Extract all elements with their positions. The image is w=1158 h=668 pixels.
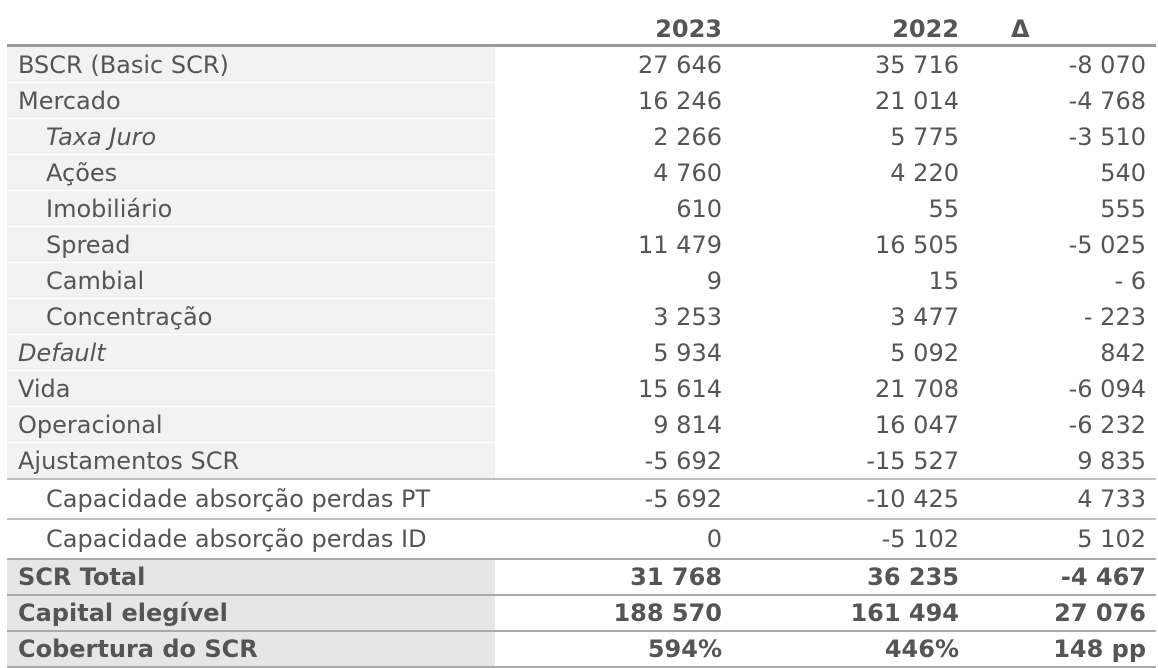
value-2022: -15 527	[732, 442, 969, 480]
row-label: Concentração	[7, 298, 495, 335]
row-label: Taxa Juro	[7, 118, 495, 155]
value-2022: 446%	[732, 631, 969, 668]
header-label	[7, 6, 495, 47]
row-label: Capital elegível	[7, 595, 495, 632]
row-label: Imobiliário	[7, 190, 495, 227]
table-row: BSCR (Basic SCR) 27 646 35 716 -8 070	[7, 45, 1156, 83]
header-year-2023: 2023	[495, 6, 732, 47]
value-2022: 4 220	[732, 154, 969, 191]
row-label: Capacidade absorção perdas PT	[7, 478, 495, 519]
value-2022: 21 014	[732, 82, 969, 119]
value-2023: 2 266	[495, 118, 732, 155]
value-2022: -5 102	[732, 518, 969, 559]
row-label: Ajustamentos SCR	[7, 442, 495, 480]
table-row: Ações 4 760 4 220 540	[7, 154, 1156, 191]
value-2022: 36 235	[732, 558, 969, 596]
table-row: Capacidade absorção perdas PT -5 692 -10…	[7, 478, 1156, 519]
table-row: Ajustamentos SCR -5 692 -15 527 9 835	[7, 442, 1156, 480]
value-delta: - 223	[969, 298, 1156, 335]
value-delta: 5 102	[969, 518, 1156, 559]
table-row: Concentração 3 253 3 477 - 223	[7, 298, 1156, 335]
row-label: Default	[7, 334, 495, 371]
row-label: Spread	[7, 226, 495, 263]
row-label: Cambial	[7, 262, 495, 299]
value-2023: 594%	[495, 631, 732, 668]
scr-table: 2023 2022 Δ BSCR (Basic SCR) 27 646 35 7…	[7, 6, 1156, 668]
value-2022: 5 775	[732, 118, 969, 155]
value-2023: 0	[495, 518, 732, 559]
value-delta: 148 pp	[969, 631, 1156, 668]
value-delta: -3 510	[969, 118, 1156, 155]
total-row: Cobertura do SCR 594% 446% 148 pp	[7, 631, 1156, 668]
table-row: Spread 11 479 16 505 -5 025	[7, 226, 1156, 263]
value-2023: 4 760	[495, 154, 732, 191]
row-label: SCR Total	[7, 558, 495, 596]
header-delta: Δ	[969, 6, 1156, 47]
row-label: Ações	[7, 154, 495, 191]
row-label: Cobertura do SCR	[7, 631, 495, 668]
value-2022: 15	[732, 262, 969, 299]
value-2023: 9	[495, 262, 732, 299]
total-row: Capital elegível 188 570 161 494 27 076	[7, 595, 1156, 632]
value-2023: 31 768	[495, 558, 732, 596]
value-2022: 5 092	[732, 334, 969, 371]
value-2023: 610	[495, 190, 732, 227]
header-year-2022: 2022	[732, 6, 969, 47]
header-row: 2023 2022 Δ	[7, 6, 1156, 47]
row-label: Vida	[7, 370, 495, 407]
value-2023: 15 614	[495, 370, 732, 407]
value-2022: 21 708	[732, 370, 969, 407]
value-delta: -5 025	[969, 226, 1156, 263]
value-delta: -6 094	[969, 370, 1156, 407]
value-2022: 3 477	[732, 298, 969, 335]
value-delta: 555	[969, 190, 1156, 227]
value-2023: 3 253	[495, 298, 732, 335]
table-row: Imobiliário 610 55 555	[7, 190, 1156, 227]
value-2022: -10 425	[732, 478, 969, 519]
value-2023: -5 692	[495, 442, 732, 480]
value-2022: 161 494	[732, 595, 969, 632]
value-2023: 5 934	[495, 334, 732, 371]
table-row: Cambial 9 15 - 6	[7, 262, 1156, 299]
value-2022: 16 505	[732, 226, 969, 263]
value-2023: 11 479	[495, 226, 732, 263]
table-row: Operacional 9 814 16 047 -6 232	[7, 406, 1156, 443]
value-2022: 35 716	[732, 45, 969, 83]
value-delta: 27 076	[969, 595, 1156, 632]
table-row: Default 5 934 5 092 842	[7, 334, 1156, 371]
value-delta: -8 070	[969, 45, 1156, 83]
value-delta: 9 835	[969, 442, 1156, 480]
value-2023: 27 646	[495, 45, 732, 83]
table-row: Vida 15 614 21 708 -6 094	[7, 370, 1156, 407]
value-delta: 842	[969, 334, 1156, 371]
value-2023: 188 570	[495, 595, 732, 632]
value-2023: 16 246	[495, 82, 732, 119]
table-row: Capacidade absorção perdas ID 0 -5 102 5…	[7, 518, 1156, 559]
table-row: Taxa Juro 2 266 5 775 -3 510	[7, 118, 1156, 155]
row-label: Operacional	[7, 406, 495, 443]
value-delta: 4 733	[969, 478, 1156, 519]
table-row: Mercado 16 246 21 014 -4 768	[7, 82, 1156, 119]
value-2022: 16 047	[732, 406, 969, 443]
row-label: Mercado	[7, 82, 495, 119]
total-row: SCR Total 31 768 36 235 -4 467	[7, 558, 1156, 596]
value-2022: 55	[732, 190, 969, 227]
row-label: Capacidade absorção perdas ID	[7, 518, 495, 559]
value-2023: -5 692	[495, 478, 732, 519]
value-delta: -4 768	[969, 82, 1156, 119]
value-delta: - 6	[969, 262, 1156, 299]
value-delta: -6 232	[969, 406, 1156, 443]
value-delta: 540	[969, 154, 1156, 191]
value-2023: 9 814	[495, 406, 732, 443]
value-delta: -4 467	[969, 558, 1156, 596]
row-label: BSCR (Basic SCR)	[7, 45, 495, 83]
